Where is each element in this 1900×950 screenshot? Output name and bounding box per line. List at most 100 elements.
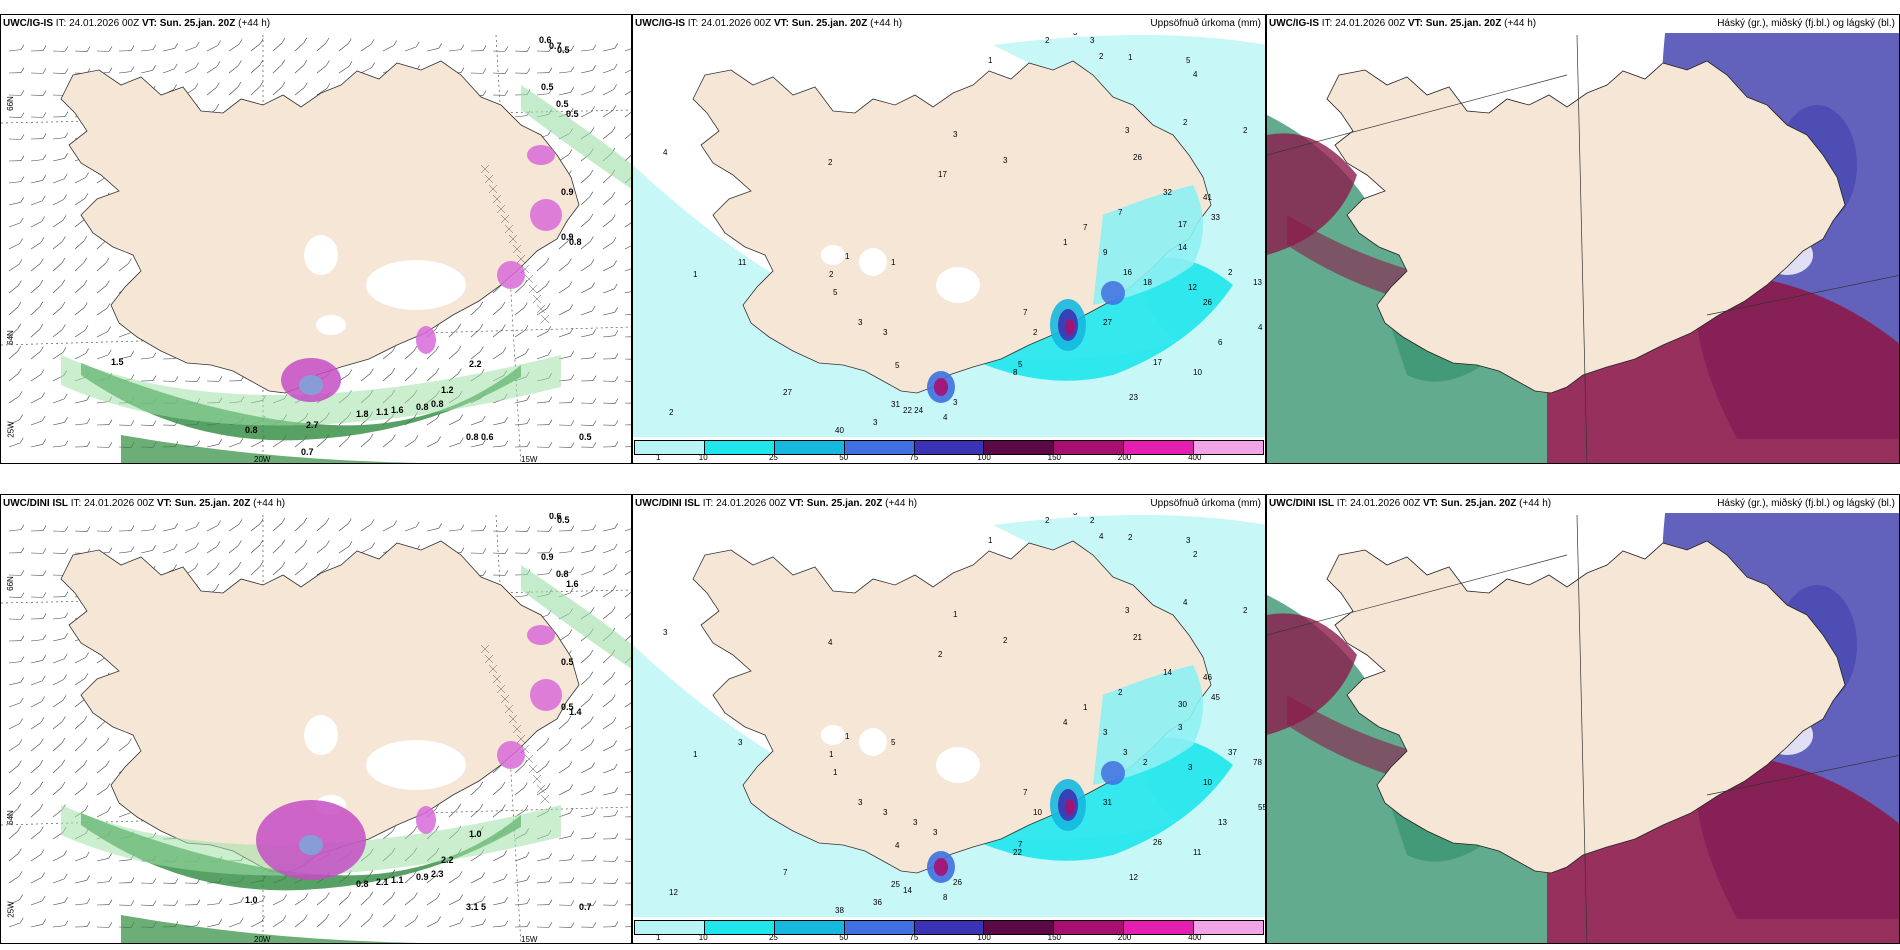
wind-speed-label: 0.8 — [431, 399, 444, 409]
wind-speed-label: 1.5 — [111, 357, 124, 367]
wind-map-panel-top: UWC/IG-IS IT: 24.01.2026 00Z VT: Sun. 25… — [0, 14, 632, 464]
precip-amount-label: 3 — [858, 318, 863, 327]
precip-amount-label: 5 — [1018, 360, 1023, 369]
precip-amount-label: 46 — [1203, 673, 1212, 682]
wind-speed-label: 0.8 — [466, 432, 479, 442]
wind-speed-label: 0.7 — [301, 447, 314, 457]
precip-legend: 1 10 25 50 75 100 150 200 400 — [633, 917, 1265, 943]
wind-speed-label: 0.8 — [356, 879, 369, 889]
legend-label: 75 — [909, 453, 919, 462]
precip-amount-label: 3 — [953, 398, 958, 407]
wind-speed-label: 0.5 — [556, 99, 569, 109]
wind-speed-label: 0.6 — [539, 35, 552, 45]
precip-amount-label: 14 — [903, 886, 912, 895]
cloud-map-bottom — [1267, 495, 1899, 943]
iceland-landmass — [60, 60, 580, 394]
wind-speed-label: 0.8 — [556, 569, 569, 579]
lon-label-15w: 15W — [521, 455, 538, 464]
wind-speed-label: 0.9 — [561, 187, 574, 197]
wind-speed-label: 1.1 — [391, 875, 404, 885]
legend-label: 150 — [1047, 453, 1062, 462]
precip-amount-label: 1 — [953, 610, 958, 619]
precip-amount-label: 2 — [1183, 118, 1188, 127]
precip-amount-label: 4 — [1193, 70, 1198, 79]
precip-amount-label: 7 — [1023, 788, 1028, 797]
precip-amount-label: 30 — [1178, 700, 1187, 709]
precip-amount-label: 2 — [1090, 516, 1095, 525]
precip-amount-label: 2 — [1193, 550, 1198, 559]
legend-swatch — [774, 921, 845, 934]
precip-amount-label: 16 — [1123, 268, 1132, 277]
precip-amount-label: 25 — [891, 880, 900, 889]
precip-amount-label: 17 — [1153, 358, 1162, 367]
legend-swatch — [635, 441, 705, 454]
wind-speed-label: 0.6 — [549, 511, 562, 521]
lon-label-20w: 20W — [254, 935, 271, 944]
precip-amount-label: 12 — [669, 888, 678, 897]
precip-amount-label: 7 — [1023, 308, 1028, 317]
precip-amount-label: 6 — [1218, 338, 1223, 347]
precip-max — [934, 858, 948, 876]
wind-speed-label: 0.5 — [566, 109, 579, 119]
precip-amount-label: 26 — [953, 878, 962, 887]
legend-swatch — [1194, 441, 1264, 454]
crosshatch — [480, 644, 550, 804]
precip-amount-label: 12 — [1188, 283, 1197, 292]
precip-amount-label: 7 — [1018, 840, 1023, 849]
precip-amount-label: 4 — [828, 638, 833, 647]
precip-amount-label: 10 — [1203, 778, 1212, 787]
lon-label-25w: 25W — [6, 901, 16, 918]
cloud-map-panel-bottom: UWC/DINI ISL IT: 24.01.2026 00Z VT: Sun.… — [1266, 494, 1900, 944]
panel-header: UWC/DINI ISL IT: 24.01.2026 00Z VT: Sun.… — [1267, 495, 1899, 513]
precip-max — [1101, 761, 1125, 785]
legend-label: 50 — [839, 453, 849, 462]
lat-label-64n: 64N — [5, 330, 15, 345]
precip-amount-label: 1 — [988, 536, 993, 545]
glacier-patch — [304, 235, 338, 275]
precip-amount-label: 3 — [1103, 728, 1108, 737]
wind-speed-label: 2.7 — [306, 420, 319, 430]
lat-label-64n: 64N — [5, 810, 15, 825]
wind-speed-label: 0.7 — [549, 41, 562, 51]
precip-amount-label: 23 — [1129, 393, 1138, 402]
precip-amount-label: 26 — [1203, 298, 1212, 307]
precip-amount-label: 38 — [835, 906, 844, 915]
wind-speed-label: 0.5 — [561, 657, 574, 667]
precip-amount-label: 3 — [738, 738, 743, 747]
wind-map-bottom: 0.60.60.50.50.81.61.00.50.71.02.20.92.30… — [1, 495, 631, 943]
wind-speed-label: 1.6 — [391, 405, 404, 415]
precip-map-panel-top: UWC/IG-IS IT: 24.01.2026 00Z VT: Sun. 25… — [632, 14, 1266, 464]
wind-speed-label: 0.8 — [416, 402, 429, 412]
glacier-patch — [821, 245, 845, 265]
precip-field — [1093, 665, 1203, 785]
legend-label: 100 — [977, 933, 991, 942]
legend-label: 200 — [1117, 933, 1132, 942]
precip-amount-label: 2 — [828, 158, 833, 167]
iceland-landmass — [1326, 540, 1846, 874]
precip-amount-label: 5 — [1186, 56, 1191, 65]
legend-label: 75 — [909, 933, 919, 942]
precip-amount-label: 3 — [1186, 536, 1191, 545]
wind-speed-label: 0.5 — [557, 515, 570, 525]
wind-speed-label: 0.5 — [557, 45, 570, 55]
precip-amount-label: 4 — [943, 413, 948, 422]
wind-speed-label: 0.7 — [579, 902, 592, 912]
precip-amount-label: 7 — [1118, 208, 1123, 217]
precip-amount-label: 31 — [891, 400, 900, 409]
legend-label: 50 — [839, 933, 849, 942]
panel-header: UWC/IG-IS IT: 24.01.2026 00Z VT: Sun. 25… — [633, 15, 1265, 33]
precip-amount-label: 1 — [829, 750, 834, 759]
legend-label: 10 — [698, 933, 708, 942]
precip-amount-label: 33 — [1211, 213, 1220, 222]
iceland-landmass — [60, 540, 580, 874]
legend-label: 400 — [1188, 453, 1202, 462]
precip-amount-label: 22 24 — [903, 406, 924, 415]
precip-amount-label: 55 — [1258, 803, 1266, 812]
precip-amount-label: 2 — [829, 270, 834, 279]
panel-header: UWC/DINI ISL IT: 24.01.2026 00Z VT: Sun.… — [1, 495, 631, 513]
panel-header: UWC/DINI ISL IT: 24.01.2026 00Z VT: Sun.… — [633, 495, 1265, 513]
wind-speed-label: 1.2 — [441, 385, 454, 395]
precip-amount-label: 37 — [1228, 748, 1237, 757]
precip-amount-label: 1 — [891, 258, 896, 267]
precip-amount-label: 1 — [845, 252, 850, 261]
